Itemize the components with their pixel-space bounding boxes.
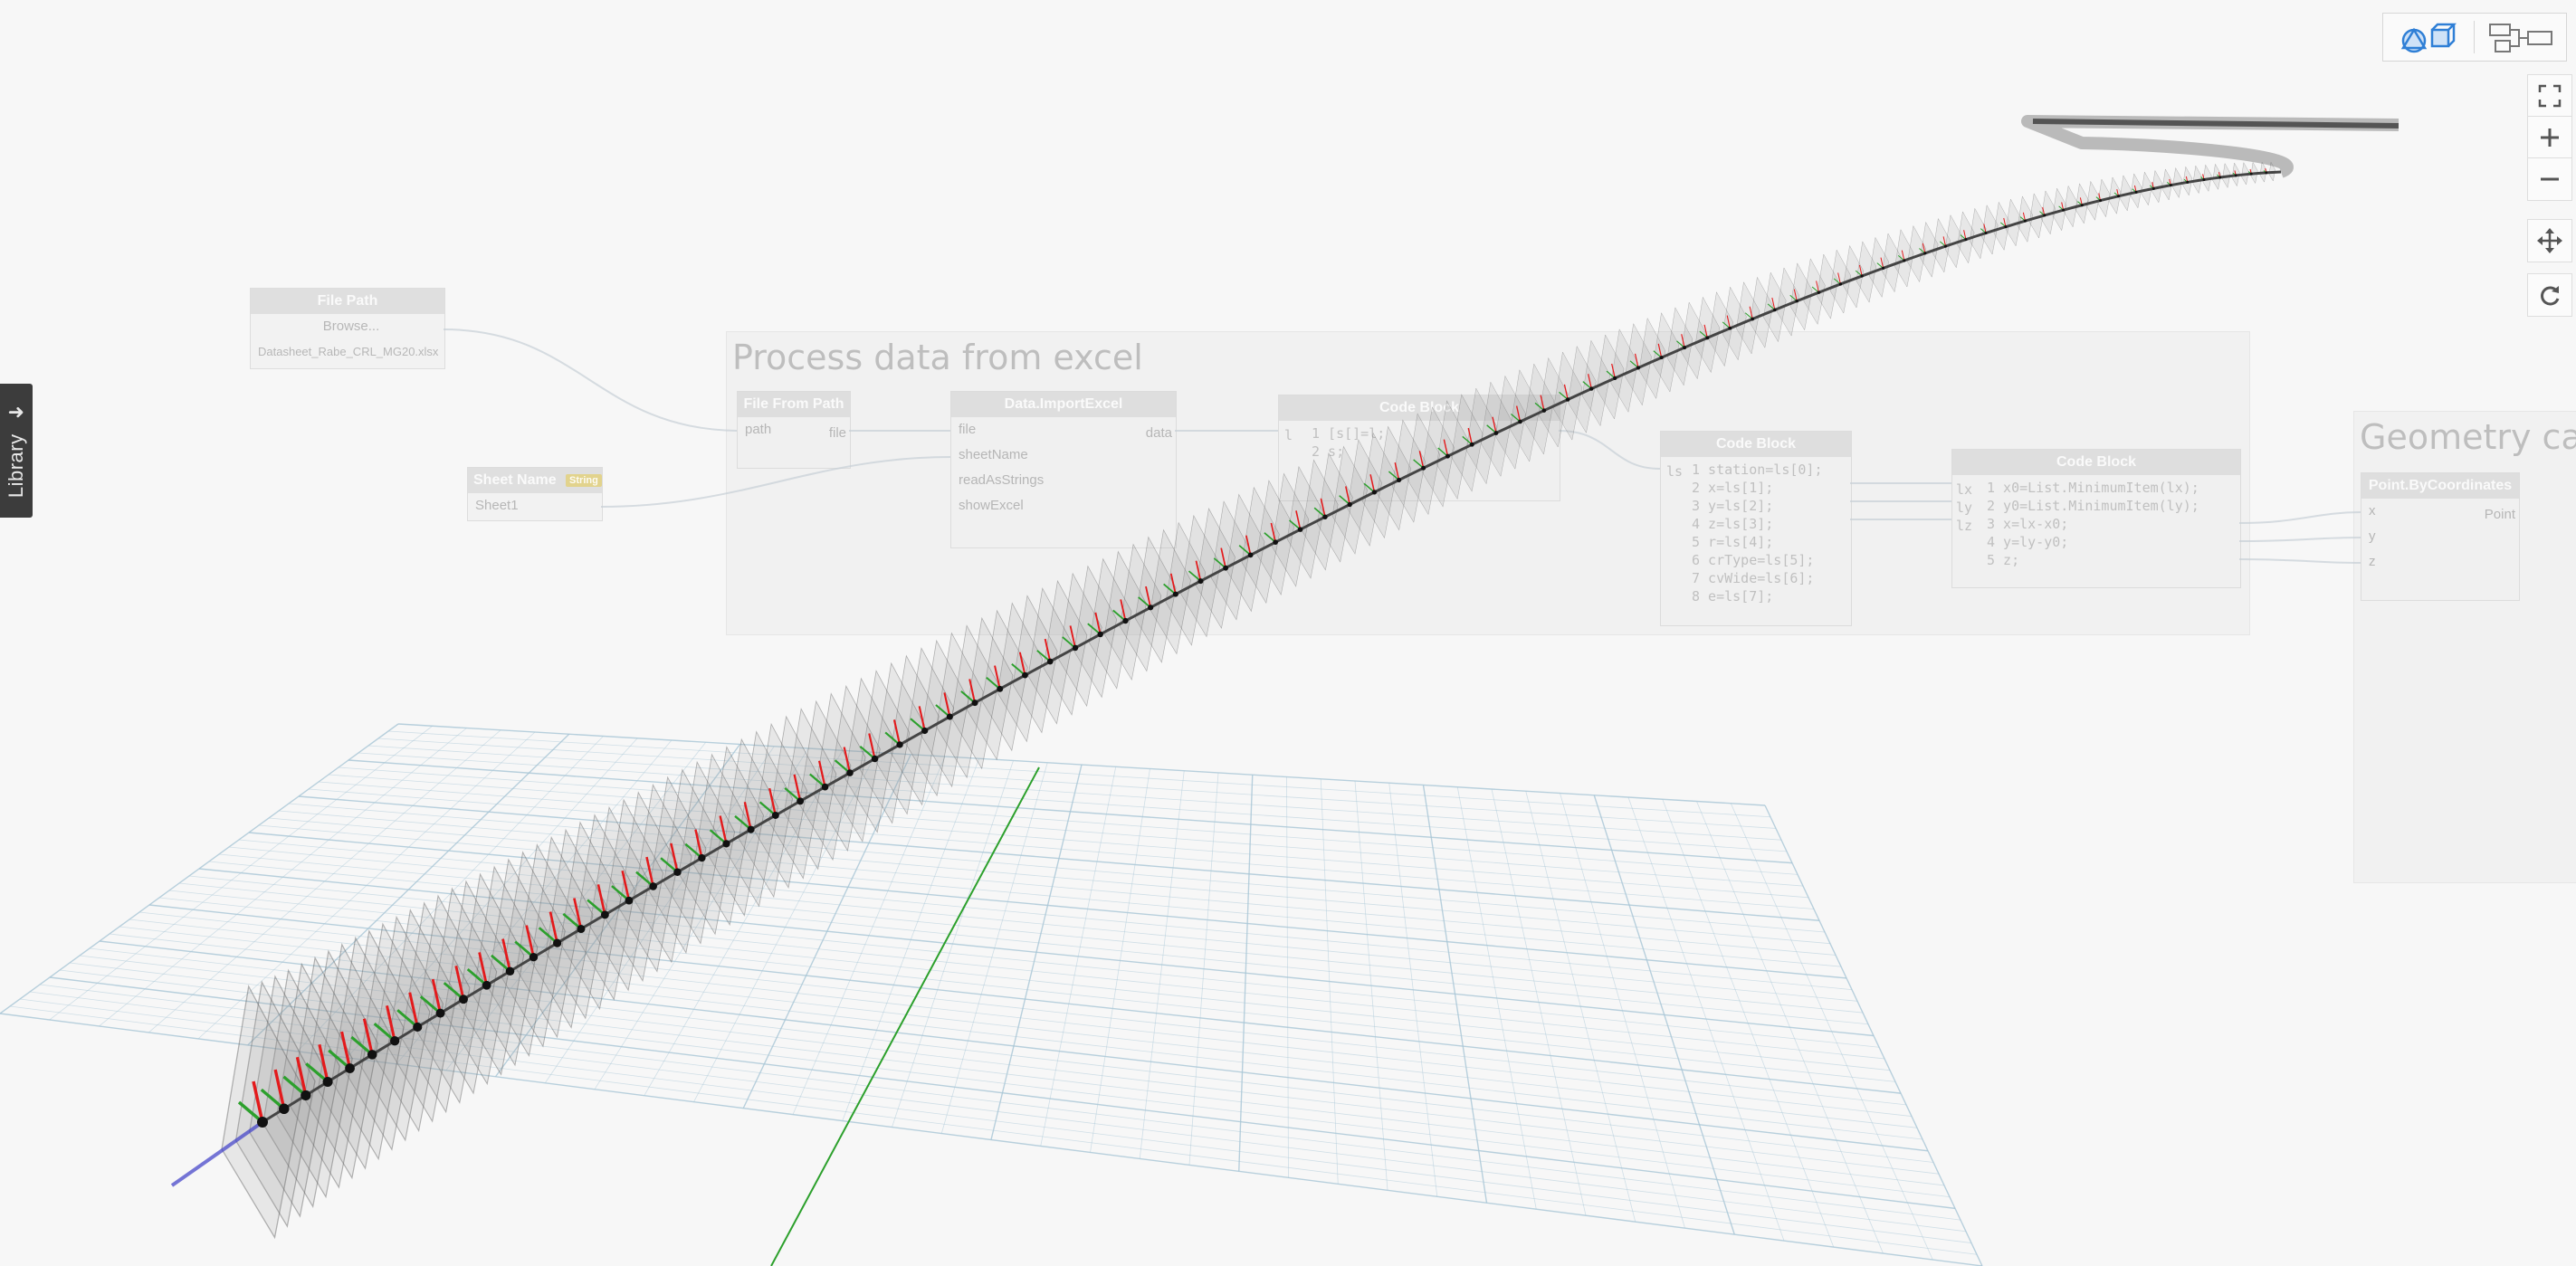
node-title: Code Block xyxy=(1661,432,1851,457)
grid-line xyxy=(377,738,1777,829)
node-title: Code Block xyxy=(1952,450,2240,475)
output-port[interactable]: data xyxy=(1145,425,1172,441)
grid-line xyxy=(1593,795,1735,1235)
library-tab[interactable]: Library ➜ xyxy=(0,384,33,518)
input-port[interactable]: z xyxy=(2369,554,2376,569)
grid-line xyxy=(1730,803,1933,1261)
grid-line xyxy=(1662,799,1835,1248)
code-line: 2 s; xyxy=(1312,443,1345,460)
pan-icon xyxy=(2537,228,2562,253)
input-port[interactable]: showExcel xyxy=(959,498,1024,513)
code-line: 8 e=ls[7]; xyxy=(1692,588,1774,604)
group-title: Process data from excel xyxy=(732,338,1143,377)
code-line: 1 x0=List.MinimumItem(lx); xyxy=(1987,480,2199,496)
zoom-fit-icon xyxy=(2538,84,2562,108)
input-port[interactable]: l xyxy=(1284,427,1293,443)
code-line: 5 r=ls[4]; xyxy=(1692,534,1774,550)
node-code-block-2[interactable]: Code Block ls 1 station=ls[0]; 2 x=ls[1]… xyxy=(1660,431,1852,626)
input-port[interactable]: lx xyxy=(1956,481,1973,498)
input-port[interactable]: sheetName xyxy=(959,447,1028,462)
grid-line xyxy=(348,759,1793,864)
arrow-right-icon: ➜ xyxy=(7,400,25,424)
node-file-from-path[interactable]: File From Path path file xyxy=(737,391,851,469)
node-import-excel[interactable]: Data.ImportExcel file sheetName readAsSt… xyxy=(950,391,1177,548)
input-port[interactable]: readAsStrings xyxy=(959,472,1045,488)
input-port[interactable]: lz xyxy=(1956,518,1973,534)
graph-nodes-icon xyxy=(2489,24,2552,52)
code-line: 4 z=ls[3]; xyxy=(1692,516,1774,532)
input-port[interactable]: ls xyxy=(1666,463,1684,480)
code-line: 7 cvWide=ls[6]; xyxy=(1692,570,1815,586)
node-sheet-name[interactable]: Sheet Name String Sheet1 xyxy=(467,467,603,521)
grid-line xyxy=(367,745,1782,841)
input-port[interactable]: file xyxy=(959,422,977,437)
grid-line xyxy=(358,752,1788,852)
node-code-block-1[interactable]: Code Block l 1 [s[]=l; 2 s; xyxy=(1278,395,1560,501)
input-port[interactable]: ly xyxy=(1956,500,1973,516)
code-line: 3 y=ls[2]; xyxy=(1692,498,1774,514)
node-title: File Path xyxy=(251,289,444,314)
code-line: 4 y=ly-y0; xyxy=(1987,534,2069,550)
node-title: Data.ImportExcel xyxy=(951,392,1176,417)
type-badge: String xyxy=(566,473,602,487)
graph-view-button[interactable] xyxy=(2476,14,2566,61)
output-port[interactable]: file xyxy=(828,425,846,441)
sheet-name-value[interactable]: Sheet1 xyxy=(475,498,519,513)
code-line: 1 [s[]=l; xyxy=(1312,425,1386,442)
geometry-view-button[interactable] xyxy=(2383,14,2474,61)
world-axes xyxy=(770,766,1040,1266)
ground-grid xyxy=(0,723,1983,1266)
node-title: File From Path xyxy=(738,392,850,417)
zoom-in-button[interactable] xyxy=(2527,116,2572,159)
group-title: Geometry calc xyxy=(2360,417,2576,457)
node-file-path[interactable]: File Path Browse... Datasheet_Rabe_CRL_M… xyxy=(250,288,445,369)
library-label: Library xyxy=(5,433,27,499)
browse-button[interactable]: Browse... xyxy=(322,319,380,334)
code-line: 2 x=ls[1]; xyxy=(1692,480,1774,496)
node-point-by-coordinates[interactable]: Point.ByCoordinates x y z Point xyxy=(2361,472,2520,601)
view-mode-switch[interactable] xyxy=(2382,13,2567,62)
output-port[interactable]: Point xyxy=(2484,507,2515,522)
zoom-out-button[interactable] xyxy=(2527,157,2572,201)
input-port[interactable]: y xyxy=(2369,528,2376,544)
node-title: Point.ByCoordinates xyxy=(2361,473,2519,499)
code-line: 1 station=ls[0]; xyxy=(1692,462,1823,478)
zoom-fit-button[interactable] xyxy=(2527,74,2572,118)
zoom-in-icon xyxy=(2541,129,2559,147)
divider xyxy=(2474,21,2475,53)
grid-line xyxy=(387,730,1771,818)
pan-button[interactable] xyxy=(2527,219,2572,262)
input-port[interactable]: x xyxy=(2369,503,2376,519)
code-line: 2 y0=List.MinimumItem(ly); xyxy=(1987,498,2199,514)
node-code-block-3[interactable]: Code Block lx ly lz 1 x0=List.MinimumIte… xyxy=(1951,449,2241,588)
code-line: 3 x=lx-x0; xyxy=(1987,516,2069,532)
node-title: Sheet Name xyxy=(473,472,557,488)
orbit-button[interactable] xyxy=(2527,273,2572,317)
grid-line xyxy=(1627,796,1785,1242)
code-line: 6 crType=ls[5]; xyxy=(1692,552,1815,568)
3d-geometry-icon xyxy=(2400,23,2457,53)
y-axis-line xyxy=(770,766,1040,1266)
code-line: 5 z; xyxy=(1987,552,2020,568)
zoom-out-icon xyxy=(2541,177,2559,181)
orbit-icon xyxy=(2541,286,2560,306)
grid-line xyxy=(1764,804,1983,1266)
grid-line xyxy=(1696,801,1884,1254)
node-title: Code Block xyxy=(1279,395,1560,421)
file-path-value: Datasheet_Rabe_CRL_MG20.xlsx xyxy=(258,345,439,358)
